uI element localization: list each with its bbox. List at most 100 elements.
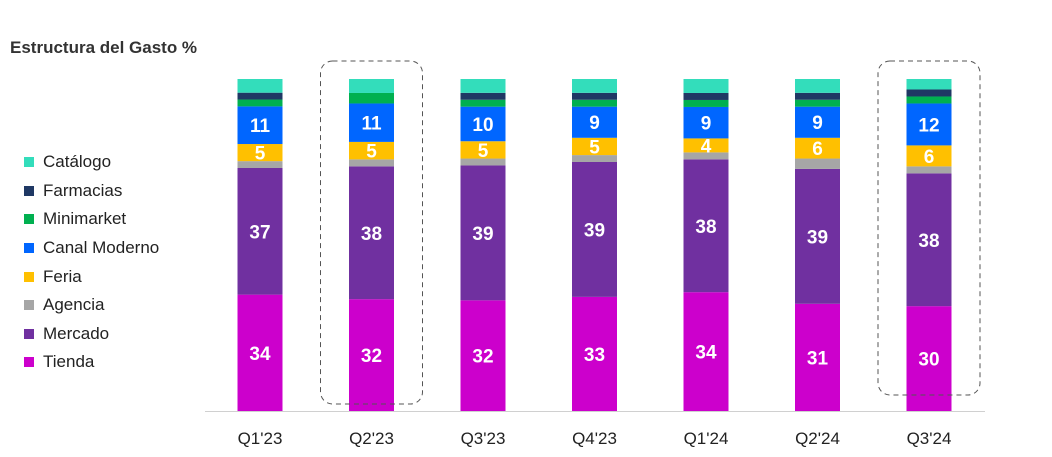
bar-segment-mercado-q4-23 bbox=[572, 162, 617, 297]
data-label-feria-q2-23: 5 bbox=[366, 142, 377, 163]
legend-swatch-catalogo bbox=[24, 157, 34, 168]
x-tick-label-q1-23: Q1'23 bbox=[238, 429, 283, 448]
bar-segment-feria-q2-24 bbox=[795, 137, 840, 159]
bar-segment-feria-q4-23 bbox=[572, 137, 617, 156]
legend-label-farmacias: Farmacias bbox=[43, 180, 123, 200]
data-label-feria-q4-23: 5 bbox=[589, 137, 600, 158]
x-tick-label-q3-24: Q3'24 bbox=[907, 429, 952, 448]
data-label-tienda-q1-24: 34 bbox=[695, 343, 717, 364]
bar-segment-tienda-q1-23 bbox=[237, 294, 283, 411]
bar-segment-canal-moderno-q3-23 bbox=[460, 106, 506, 142]
bar-segment-agencia-q3-23 bbox=[460, 158, 506, 166]
bar-segment-minimarket-q3-24 bbox=[906, 96, 952, 104]
bar-segment-farmacias-q4-23 bbox=[572, 92, 617, 100]
data-label-canal-moderno-q2-24: 9 bbox=[812, 113, 823, 134]
bar-segment-canal-moderno-q1-23 bbox=[237, 106, 283, 145]
data-label-tienda-q4-23: 33 bbox=[584, 345, 605, 366]
legend-swatch-agencia bbox=[24, 300, 34, 311]
bar-segment-farmacias-q1-24 bbox=[683, 92, 729, 100]
x-tick-label-q2-24: Q2'24 bbox=[795, 429, 840, 448]
legend-swatch-feria bbox=[24, 271, 34, 282]
bar-segment-feria-q2-23 bbox=[349, 141, 394, 160]
legend-item-canal-moderno: Canal Moderno bbox=[24, 234, 159, 263]
legend-label-canal-moderno: Canal Moderno bbox=[43, 238, 160, 258]
legend-item-mercado: Mercado bbox=[24, 320, 159, 349]
legend-item-farmacias: Farmacias bbox=[24, 177, 159, 206]
chart-title: Estructura del Gasto % bbox=[10, 38, 198, 57]
bar-segment-agencia-q3-24 bbox=[906, 166, 952, 174]
data-label-feria-q3-24: 6 bbox=[924, 147, 935, 168]
bar-segment-tienda-q1-24 bbox=[683, 292, 729, 411]
bar-segment-canal-moderno-q4-23 bbox=[572, 106, 617, 138]
legend: Catálogo Farmacias Minimarket Canal Moderno… bbox=[24, 148, 159, 377]
legend-item-minimarket: Minimarket bbox=[24, 205, 159, 234]
bar-segment-mercado-q1-23 bbox=[237, 167, 283, 295]
bar-segment-farmacias-q3-23 bbox=[460, 92, 506, 100]
bar-segment-tienda-q2-23 bbox=[349, 299, 394, 411]
bar-segment-agencia-q4-23 bbox=[572, 155, 617, 162]
x-tick-label-q4-23: Q4'23 bbox=[572, 429, 617, 448]
data-label-mercado-q4-23: 39 bbox=[584, 220, 605, 241]
bar-segment-minimarket-q4-23 bbox=[572, 99, 617, 107]
data-label-canal-moderno-q3-24: 12 bbox=[918, 115, 939, 136]
data-label-mercado-q2-24: 39 bbox=[807, 227, 828, 248]
data-label-canal-moderno-q4-23: 9 bbox=[589, 113, 600, 134]
bar-segment-agencia-q2-23 bbox=[349, 159, 394, 167]
bar-segment-tienda-q4-23 bbox=[572, 296, 617, 411]
legend-label-agencia: Agencia bbox=[43, 295, 105, 315]
bar-segment-mercado-q2-24 bbox=[795, 168, 840, 304]
bar-segment-farmacias-q1-23 bbox=[237, 92, 283, 100]
bar-segment-feria-q3-24 bbox=[906, 145, 952, 167]
bar-segment-catalogo-q2-24 bbox=[795, 79, 840, 93]
data-label-feria-q1-24: 4 bbox=[701, 136, 712, 157]
legend-item-agencia: Agencia bbox=[24, 291, 159, 320]
bar-segment-tienda-q3-23 bbox=[460, 300, 506, 411]
legend-swatch-minimarket bbox=[24, 214, 34, 225]
x-tick-label-q3-23: Q3'23 bbox=[461, 429, 506, 448]
data-label-mercado-q1-24: 38 bbox=[695, 217, 716, 238]
data-label-tienda-q3-23: 32 bbox=[472, 347, 493, 368]
data-label-tienda-q2-24: 31 bbox=[807, 348, 829, 369]
bar-segment-canal-moderno-q1-24 bbox=[683, 106, 729, 139]
bar-segment-catalogo-q3-23 bbox=[460, 79, 506, 93]
bar-segment-catalogo-q2-23 bbox=[349, 79, 394, 93]
bar-segment-catalogo-q3-24 bbox=[906, 79, 952, 90]
data-label-canal-moderno-q1-23: 11 bbox=[250, 116, 271, 137]
legend-label-feria: Feria bbox=[43, 266, 82, 286]
data-label-mercado-q3-24: 38 bbox=[918, 231, 939, 252]
bar-segment-farmacias-q2-24 bbox=[795, 92, 840, 100]
highlight-box-q2-23 bbox=[320, 60, 423, 405]
legend-item-catalogo: Catálogo bbox=[24, 148, 159, 177]
data-label-mercado-q2-23: 38 bbox=[361, 224, 382, 245]
data-label-feria-q3-23: 5 bbox=[478, 141, 489, 162]
bar-segment-minimarket-q3-23 bbox=[460, 99, 506, 107]
legend-swatch-farmacias bbox=[24, 185, 34, 196]
bar-segment-feria-q3-23 bbox=[460, 141, 506, 159]
bar-segment-minimarket-q1-24 bbox=[683, 99, 729, 107]
bar-segment-canal-moderno-q3-24 bbox=[906, 103, 952, 146]
data-label-feria-q1-23: 5 bbox=[255, 144, 266, 165]
bar-segment-mercado-q3-23 bbox=[460, 165, 506, 301]
x-tick-label-q2-23: Q2'23 bbox=[349, 429, 394, 448]
legend-item-feria: Feria bbox=[24, 262, 159, 291]
x-tick-label-q1-24: Q1'24 bbox=[684, 429, 729, 448]
bar-segment-agencia-q1-24 bbox=[683, 152, 729, 160]
data-label-canal-moderno-q3-23: 10 bbox=[472, 115, 493, 136]
highlight-box-q3-24 bbox=[877, 60, 981, 396]
bar-segment-minimarket-q2-23 bbox=[349, 92, 394, 104]
bar-segment-tienda-q2-24 bbox=[795, 303, 840, 411]
data-label-canal-moderno-q2-23: 11 bbox=[361, 114, 382, 135]
data-label-feria-q2-24: 6 bbox=[812, 139, 823, 160]
data-label-tienda-q2-23: 32 bbox=[361, 346, 382, 367]
legend-swatch-tienda bbox=[24, 357, 34, 368]
legend-label-tienda: Tienda bbox=[43, 352, 95, 372]
data-label-mercado-q1-23: 37 bbox=[249, 222, 270, 243]
legend-item-tienda: Tienda bbox=[24, 348, 159, 377]
bar-segment-feria-q1-24 bbox=[683, 138, 729, 153]
bar-segment-tienda-q3-24 bbox=[906, 306, 952, 411]
bar-segment-catalogo-q1-23 bbox=[237, 79, 283, 93]
bar-segment-mercado-q1-24 bbox=[683, 159, 729, 293]
bar-segment-farmacias-q3-24 bbox=[906, 89, 952, 97]
bar-segment-agencia-q1-23 bbox=[237, 161, 283, 168]
